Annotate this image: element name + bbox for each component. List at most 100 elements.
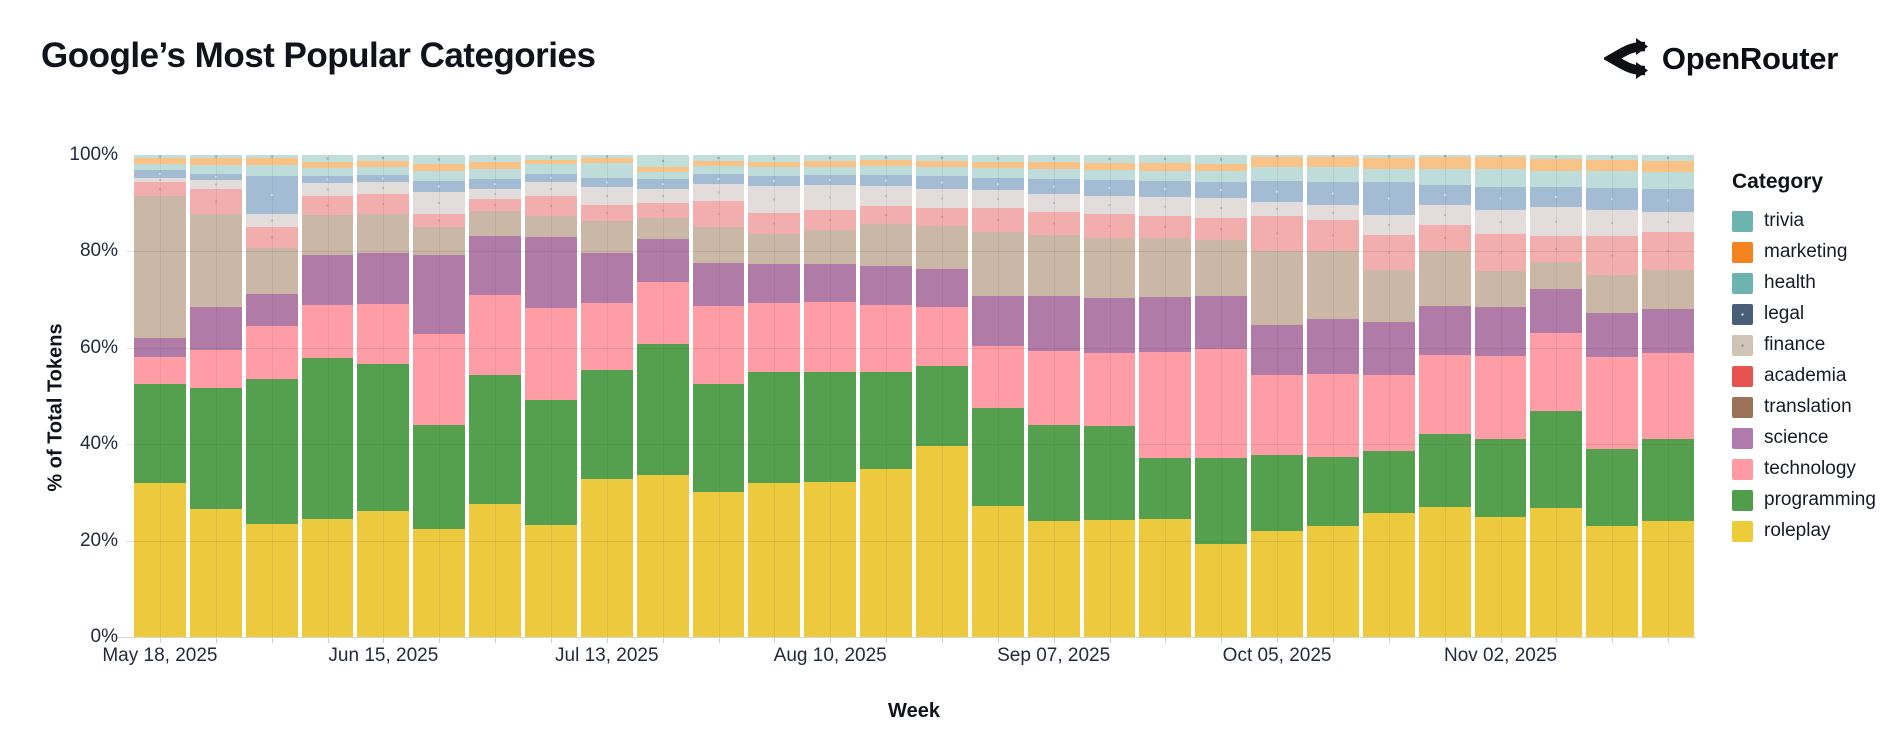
- bar-segment-translation[interactable]: [245, 247, 298, 295]
- bar-segment-marketing[interactable]: [1362, 157, 1415, 170]
- bar-week[interactable]: [1474, 155, 1527, 637]
- bar-segment-trivia[interactable]: [1362, 155, 1415, 158]
- legend-item-academia[interactable]: academia: [1732, 365, 1882, 387]
- bar-segment-academia[interactable]: [1251, 215, 1304, 252]
- bar-segment-programming[interactable]: [860, 372, 913, 469]
- bar-segment-legal[interactable]: [1362, 181, 1415, 216]
- bar-segment-marketing[interactable]: [413, 164, 466, 171]
- bar-segment-technology[interactable]: [301, 304, 354, 358]
- bar-week[interactable]: [1083, 155, 1136, 637]
- bar-segment-legal[interactable]: [189, 174, 242, 181]
- bar-segment-academia[interactable]: [134, 181, 186, 197]
- bar-segment-academia[interactable]: [916, 207, 968, 227]
- bar-segment-legal[interactable]: [804, 175, 857, 186]
- bar-segment-trivia[interactable]: [245, 155, 298, 159]
- bar-segment-roleplay[interactable]: [1474, 516, 1527, 637]
- bar-segment-programming[interactable]: [245, 378, 298, 524]
- bar-segment-science[interactable]: [1027, 296, 1080, 351]
- bar-segment-academia[interactable]: [1642, 231, 1695, 271]
- bar-segment-trivia[interactable]: [1139, 155, 1192, 163]
- bar-segment-translation[interactable]: [804, 230, 857, 264]
- bar-segment-academia[interactable]: [692, 201, 745, 228]
- bar-segment-technology[interactable]: [1083, 352, 1136, 427]
- bar-segment-technology[interactable]: [357, 304, 410, 365]
- bar-segment-legal[interactable]: [413, 180, 466, 193]
- bar-segment-legal[interactable]: [1474, 186, 1527, 210]
- bar-segment-programming[interactable]: [301, 357, 354, 520]
- bar-segment-trivia[interactable]: [971, 155, 1024, 162]
- bar-segment-roleplay[interactable]: [1027, 521, 1080, 637]
- bar-segment-legal[interactable]: [1195, 182, 1248, 199]
- bar-week[interactable]: [1418, 155, 1471, 637]
- bar-segment-programming[interactable]: [1251, 454, 1304, 532]
- bar-segment-legal[interactable]: [525, 174, 577, 182]
- bar-segment-science[interactable]: [748, 264, 801, 304]
- bar-segment-roleplay[interactable]: [580, 479, 633, 637]
- bar-segment-roleplay[interactable]: [1307, 526, 1359, 637]
- bar-segment-translation[interactable]: [1362, 270, 1415, 322]
- bar-segment-academia[interactable]: [1418, 225, 1471, 251]
- bar-segment-science[interactable]: [580, 253, 633, 304]
- bar-segment-roleplay[interactable]: [692, 491, 745, 637]
- bar-segment-health[interactable]: [245, 164, 298, 177]
- bar-segment-finance[interactable]: [1362, 215, 1415, 235]
- bar-segment-marketing[interactable]: [1083, 162, 1136, 170]
- bar-segment-health[interactable]: [1530, 170, 1583, 187]
- bar-segment-marketing[interactable]: [1642, 160, 1695, 173]
- bar-segment-finance[interactable]: [1307, 204, 1359, 221]
- bar-segment-health[interactable]: [971, 168, 1024, 179]
- bar-segment-health[interactable]: [525, 164, 577, 175]
- bar-week[interactable]: [1027, 155, 1080, 637]
- bar-segment-technology[interactable]: [1307, 373, 1359, 457]
- bar-segment-academia[interactable]: [804, 210, 857, 231]
- bar-segment-health[interactable]: [1083, 170, 1136, 180]
- bar-segment-science[interactable]: [1418, 306, 1471, 356]
- bar-segment-legal[interactable]: [357, 175, 410, 182]
- bar-segment-trivia[interactable]: [1083, 155, 1136, 163]
- bar-segment-marketing[interactable]: [1195, 163, 1248, 172]
- bar-segment-translation[interactable]: [301, 215, 354, 255]
- bar-segment-trivia[interactable]: [189, 155, 242, 158]
- bar-segment-marketing[interactable]: [860, 159, 913, 167]
- bar-segment-health[interactable]: [692, 165, 745, 174]
- bar-segment-legal[interactable]: [1251, 181, 1304, 203]
- bar-segment-technology[interactable]: [1418, 355, 1471, 434]
- bar-week[interactable]: [1195, 155, 1248, 637]
- bar-segment-technology[interactable]: [1362, 374, 1415, 452]
- bar-segment-marketing[interactable]: [301, 161, 354, 168]
- bar-segment-translation[interactable]: [1139, 238, 1192, 298]
- bar-segment-health[interactable]: [1251, 166, 1304, 182]
- bar-segment-academia[interactable]: [1474, 234, 1527, 271]
- bar-segment-health[interactable]: [134, 163, 186, 170]
- bar-segment-legal[interactable]: [1307, 182, 1359, 205]
- bar-segment-programming[interactable]: [692, 383, 745, 492]
- bar-segment-translation[interactable]: [860, 223, 913, 266]
- bar-segment-academia[interactable]: [301, 196, 354, 216]
- bar-segment-trivia[interactable]: [1251, 155, 1304, 157]
- bar-segment-legal[interactable]: [134, 169, 186, 178]
- bar-segment-technology[interactable]: [245, 326, 298, 379]
- bar-segment-academia[interactable]: [636, 203, 689, 219]
- bar-segment-trivia[interactable]: [748, 155, 801, 162]
- bar-segment-roleplay[interactable]: [860, 468, 913, 637]
- bar-segment-trivia[interactable]: [413, 155, 466, 165]
- bar-segment-health[interactable]: [189, 164, 242, 175]
- bar-segment-legal[interactable]: [469, 179, 522, 189]
- bar-segment-science[interactable]: [1083, 297, 1136, 353]
- bar-segment-science[interactable]: [525, 236, 577, 308]
- legend-item-science[interactable]: science: [1732, 427, 1882, 449]
- bar-segment-finance[interactable]: [1418, 204, 1471, 226]
- bar-segment-marketing[interactable]: [1586, 159, 1639, 172]
- bar-segment-technology[interactable]: [469, 295, 522, 376]
- bar-segment-marketing[interactable]: [1474, 157, 1527, 170]
- bar-segment-marketing[interactable]: [636, 167, 689, 173]
- bar-segment-technology[interactable]: [580, 303, 633, 371]
- bar-segment-science[interactable]: [804, 263, 857, 303]
- bar-segment-academia[interactable]: [971, 208, 1024, 232]
- bar-segment-finance[interactable]: [1027, 194, 1080, 212]
- bar-segment-marketing[interactable]: [189, 157, 242, 165]
- bar-segment-marketing[interactable]: [1307, 157, 1359, 168]
- bar-segment-science[interactable]: [971, 295, 1024, 346]
- legend-item-legal[interactable]: legal: [1732, 303, 1882, 325]
- bar-week[interactable]: [860, 155, 913, 637]
